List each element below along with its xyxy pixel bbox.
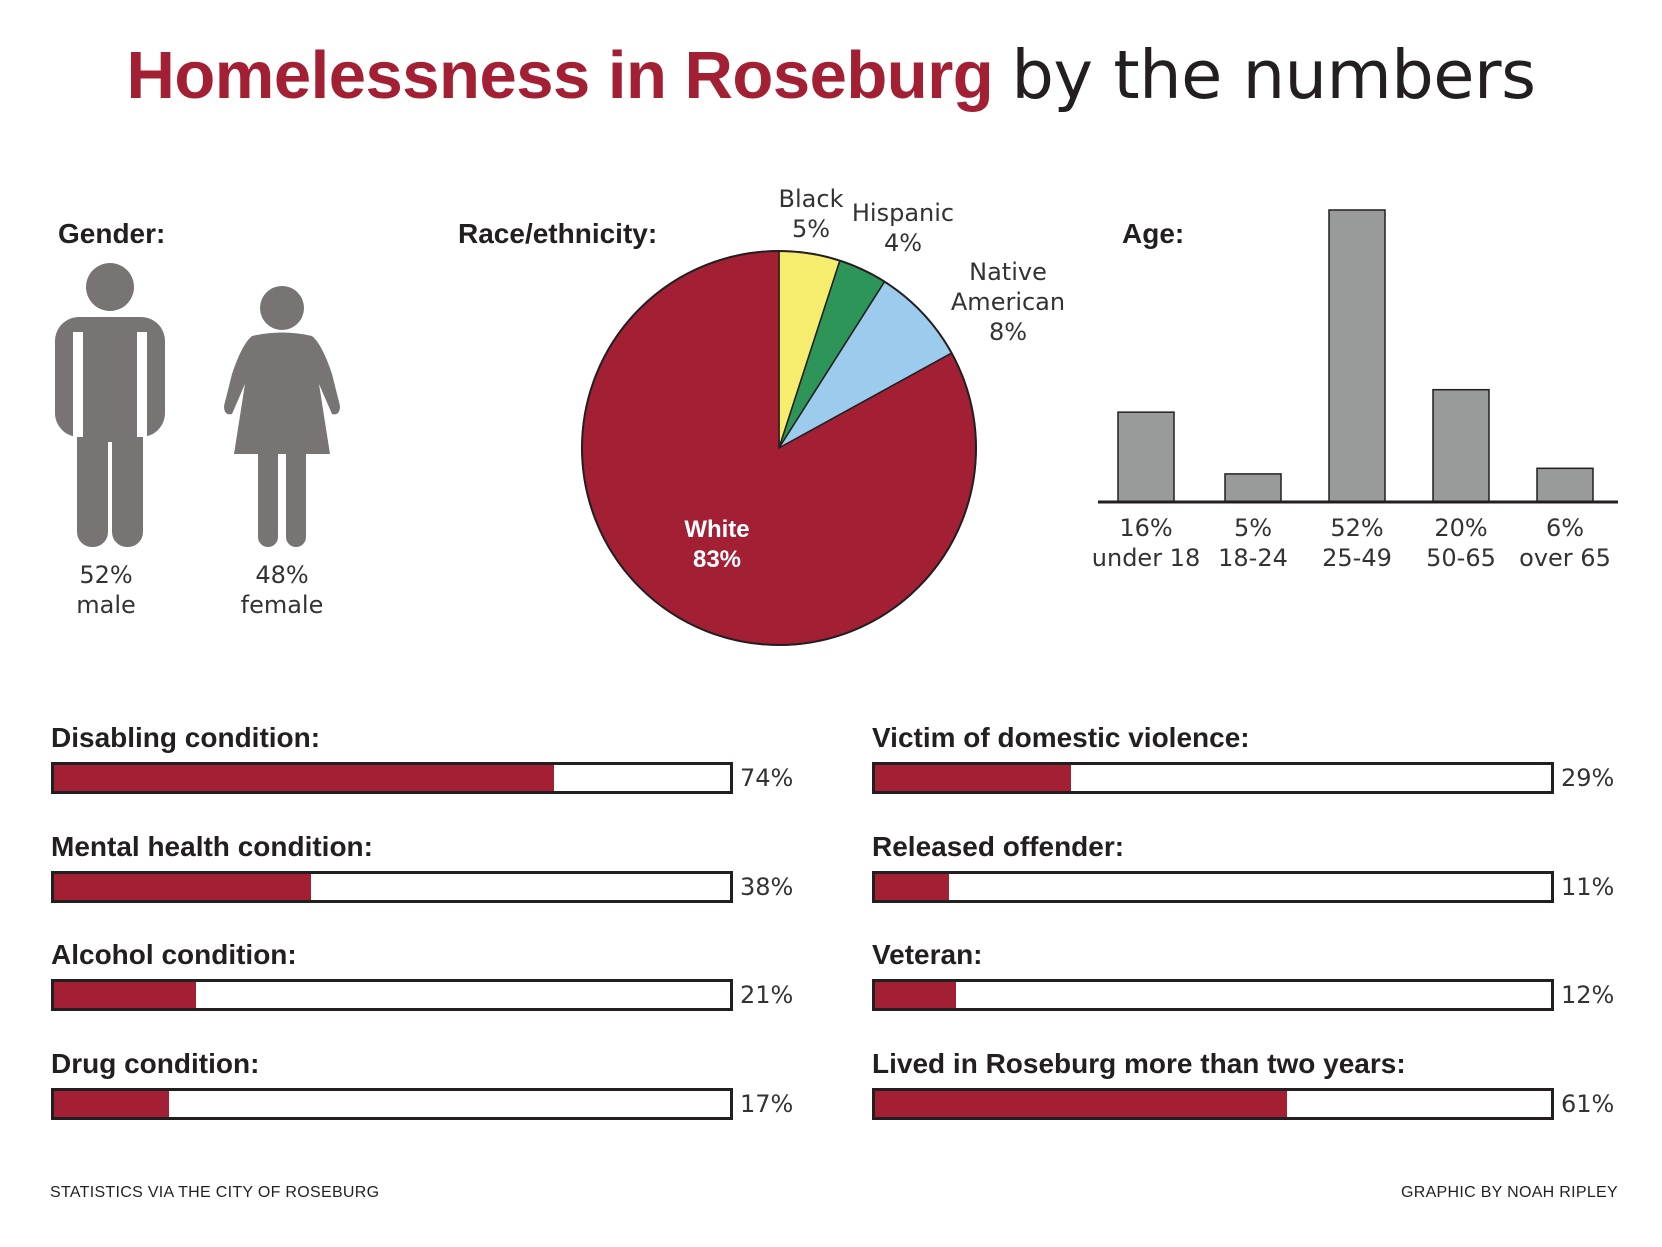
age-bar-pct: 20% bbox=[1434, 514, 1487, 542]
left-condition-label: Mental health condition: bbox=[51, 831, 373, 862]
credit-note: GRAPHIC BY NOAH RIPLEY bbox=[1400, 1184, 1618, 1201]
age-bar-over-65 bbox=[1536, 467, 1594, 503]
race-label: Race/ethnicity: bbox=[458, 218, 658, 249]
pie-outline bbox=[581, 250, 977, 646]
pie-label-black-pct: 5% bbox=[792, 215, 830, 243]
age-bar-category: 50-65 bbox=[1426, 544, 1496, 572]
left-condition-pct: 21% bbox=[740, 981, 794, 1009]
age-bar-pct: 5% bbox=[1234, 514, 1272, 542]
age-bar-category: over 65 bbox=[1519, 544, 1611, 572]
pie-label-native-pct: 8% bbox=[989, 318, 1027, 346]
age-label: Age: bbox=[1122, 218, 1185, 249]
pie-label-black-name: Black bbox=[779, 185, 844, 213]
left-condition-bar-fill bbox=[54, 1091, 169, 1117]
right-condition-label: Victim of domestic violence: bbox=[872, 722, 1250, 753]
left-condition-label: Disabling condition: bbox=[51, 722, 321, 753]
age-bar-18-24 bbox=[1224, 473, 1282, 503]
age-bar-pct: 52% bbox=[1330, 514, 1383, 542]
pie-label-white-pct: 83% bbox=[693, 546, 741, 573]
male-figure-icon bbox=[55, 263, 165, 547]
source-note: STATISTICS VIA THE CITY OF ROSEBURG bbox=[50, 1184, 380, 1201]
left-condition-pct: 74% bbox=[740, 764, 794, 792]
left-condition-pct: 38% bbox=[740, 873, 794, 901]
right-condition-label: Released offender: bbox=[872, 831, 1125, 862]
right-condition-bar-fill bbox=[875, 765, 1072, 791]
left-condition-bar bbox=[51, 762, 733, 794]
pie-label-native-name-2: American bbox=[951, 288, 1065, 316]
left-condition-bar bbox=[51, 1088, 733, 1120]
right-condition-bar bbox=[872, 871, 1554, 903]
age-bar-25-49 bbox=[1328, 209, 1386, 503]
female-label: female bbox=[240, 591, 324, 619]
age-bar-category: 25-49 bbox=[1322, 544, 1392, 572]
right-condition-bar-fill bbox=[875, 874, 950, 900]
right-condition-pct: 61% bbox=[1561, 1090, 1615, 1118]
pie-label-white-name: White bbox=[684, 516, 749, 543]
male-pct: 52% bbox=[79, 561, 133, 589]
right-condition-bar-fill bbox=[875, 982, 957, 1008]
male-caption: 52% male bbox=[56, 560, 156, 620]
age-bar-pct: 16% bbox=[1119, 514, 1172, 542]
left-condition-bar-fill bbox=[54, 982, 196, 1008]
right-condition-bar-fill bbox=[875, 1091, 1288, 1117]
right-condition-bar bbox=[872, 979, 1554, 1011]
title-bold: Homelessness in Roseburg bbox=[126, 38, 994, 113]
left-condition-bar bbox=[51, 871, 733, 903]
age-bar-chart: 16%under 18 5%18-24 52%25-49 20%50-65 6%over… bbox=[1092, 209, 1618, 572]
age-bar-category: 18-24 bbox=[1218, 544, 1288, 572]
left-condition-bar-fill bbox=[54, 765, 555, 791]
age-bar-under-18 bbox=[1117, 411, 1175, 503]
age-bar-category: under 18 bbox=[1092, 544, 1200, 572]
title-light: by the numbers bbox=[1011, 36, 1536, 114]
age-bar-pct: 6% bbox=[1546, 514, 1584, 542]
male-label: male bbox=[76, 591, 136, 619]
female-caption: 48% female bbox=[232, 560, 332, 620]
left-condition-bar bbox=[51, 979, 733, 1011]
left-condition-label: Alcohol condition: bbox=[51, 939, 297, 970]
right-condition-label: Veteran: bbox=[872, 939, 983, 970]
female-pct: 48% bbox=[255, 561, 309, 589]
pie-label-hispanic-pct: 4% bbox=[884, 229, 922, 257]
right-condition-label: Lived in Roseburg more than two years: bbox=[872, 1048, 1406, 1079]
left-condition-label: Drug condition: bbox=[51, 1048, 260, 1079]
left-condition-pct: 17% bbox=[740, 1090, 794, 1118]
pie-label-hispanic-name: Hispanic bbox=[852, 199, 954, 227]
right-condition-bar bbox=[872, 1088, 1554, 1120]
age-bar-50-65 bbox=[1432, 388, 1490, 503]
right-condition-pct: 11% bbox=[1561, 873, 1615, 901]
left-condition-bar-fill bbox=[54, 874, 311, 900]
pie-label-native-name-1: Native bbox=[969, 258, 1047, 286]
right-condition-pct: 12% bbox=[1561, 981, 1615, 1009]
right-condition-pct: 29% bbox=[1561, 764, 1615, 792]
page-title: Homelessness in Roseburg by the numbers bbox=[0, 36, 1662, 114]
female-figure-icon bbox=[224, 286, 340, 547]
gender-label: Gender: bbox=[58, 218, 166, 249]
right-condition-bar bbox=[872, 762, 1554, 794]
